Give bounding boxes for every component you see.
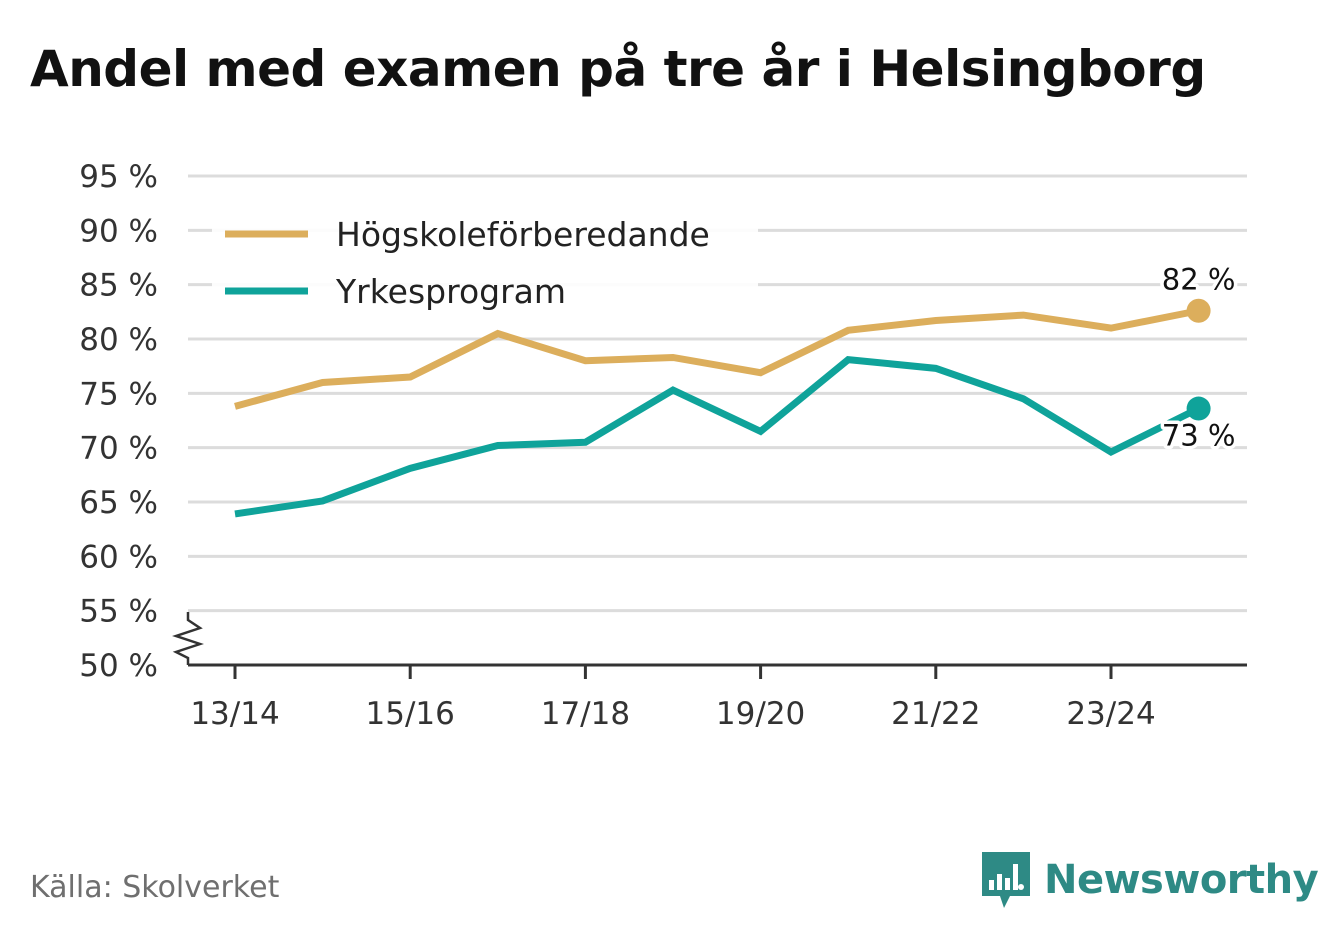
x-tick-label: 17/18 bbox=[541, 696, 630, 732]
source-note: Källa: Skolverket bbox=[30, 870, 280, 905]
end-point-marker bbox=[1186, 298, 1211, 323]
end-value-label: 82 % bbox=[1162, 263, 1236, 297]
x-tick-label: 19/20 bbox=[716, 696, 805, 732]
x-tick-label: 13/14 bbox=[190, 696, 279, 732]
y-tick-label: 80 % bbox=[79, 322, 158, 358]
y-tick-label: 50 % bbox=[79, 648, 158, 684]
y-tick-label: 75 % bbox=[79, 376, 158, 412]
brand-name: Newsworthy bbox=[1044, 857, 1319, 903]
end-point-marker bbox=[1186, 396, 1211, 421]
newsworthy-logo-icon bbox=[982, 852, 1030, 908]
legend-background bbox=[212, 206, 758, 321]
y-axis-labels: 50 % 55 % 60 % 65 % 70 % 75 % 80 % 85 % 90 % 95 % bbox=[79, 159, 158, 684]
y-tick-label: 90 % bbox=[79, 213, 158, 249]
y-tick-label: 85 % bbox=[79, 268, 158, 304]
x-tick-label: 15/16 bbox=[366, 696, 455, 732]
series-lines: 82 % 73 % bbox=[234, 259, 1239, 518]
end-value-label: 73 % bbox=[1162, 419, 1236, 453]
y-tick-label: 60 % bbox=[79, 539, 158, 575]
series-line bbox=[234, 356, 1201, 518]
x-tick-label: 21/22 bbox=[891, 696, 980, 732]
legend-label: Yrkesprogram bbox=[335, 272, 566, 311]
y-tick-label: 70 % bbox=[79, 431, 158, 467]
chart-title: Andel med examen på tre år i Helsingborg bbox=[30, 40, 1206, 98]
y-tick-label: 65 % bbox=[79, 485, 158, 521]
y-tick-label: 95 % bbox=[79, 159, 158, 195]
series-line bbox=[234, 307, 1200, 410]
legend-label: Högskoleförberedande bbox=[336, 215, 710, 254]
brand-logo: Newsworthy bbox=[980, 850, 1319, 910]
legend: Högskoleförberedande Yrkesprogram bbox=[212, 206, 758, 321]
axis-break-marker bbox=[172, 612, 204, 665]
y-tick-label: 55 % bbox=[79, 594, 158, 630]
x-tick-label: 23/24 bbox=[1066, 696, 1155, 732]
x-axis: 13/14 15/16 17/18 19/20 21/22 23/24 bbox=[172, 612, 1247, 732]
